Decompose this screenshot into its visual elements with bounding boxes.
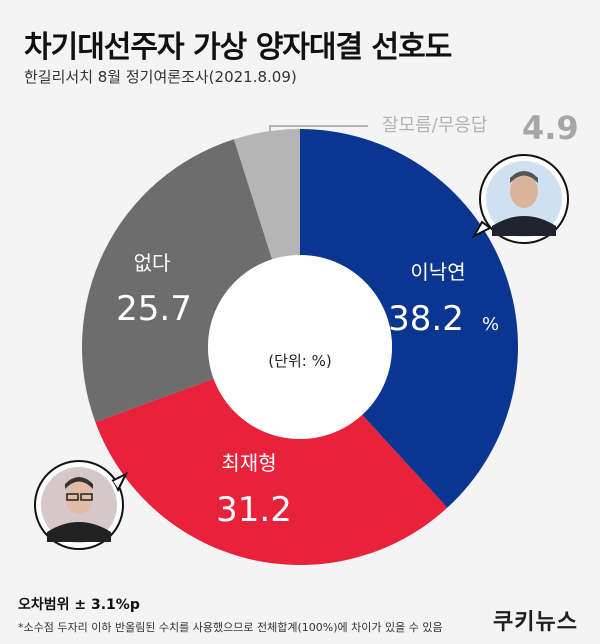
brand-logo: 쿠키뉴스 <box>493 604 578 636</box>
slice-label-choi: 최재형 <box>221 451 276 475</box>
slice-label-lee: 이낙연 <box>410 260 465 284</box>
slice-value-lee: 38.2 <box>388 299 464 339</box>
unit-label: (단위: %) <box>268 352 331 370</box>
slice-choi <box>95 378 448 565</box>
donut-slices <box>82 129 518 565</box>
slice-value-nonresponse: 4.9 <box>522 109 579 147</box>
slice-suffix-lee: % <box>482 314 499 335</box>
donut-hole <box>208 255 392 439</box>
slice-none <box>82 139 273 423</box>
margin-of-error: 오차범위 ± 3.1%p <box>18 597 140 613</box>
slice-nonresponse <box>233 129 300 260</box>
slice-lee <box>300 129 518 508</box>
slice-label-nonresponse: 잘모름/무응답 <box>382 115 487 136</box>
slice-value-none: 25.7 <box>116 289 192 329</box>
slice-value-choi: 31.2 <box>216 490 292 530</box>
chart-title: 차기대선주자 가상 양자대결 선호도 <box>24 30 452 65</box>
slice-label-none: 없다 <box>134 251 171 275</box>
footnote: *소수점 두자리 이하 반올림된 수치를 사용했으므로 전체합계(100%)에 … <box>18 621 443 634</box>
avatar-choi <box>34 460 129 550</box>
chart-subtitle: 한길리서치 8월 정기여론조사(2021.8.09) <box>24 68 297 86</box>
brand-text: 쿠키뉴스 <box>493 610 578 635</box>
avatar-lee <box>471 154 569 244</box>
callout-leader-line <box>269 125 368 147</box>
